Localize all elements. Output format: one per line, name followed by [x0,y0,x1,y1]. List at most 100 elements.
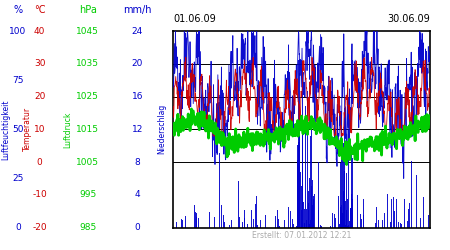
Bar [306,220,307,228]
Bar [335,218,336,228]
Bar [342,213,343,228]
Bar [203,203,204,228]
Bar [400,223,401,228]
Bar [306,192,307,228]
Bar [312,205,313,228]
Bar [340,163,341,228]
Bar [214,218,215,228]
Text: 20: 20 [131,60,143,68]
Bar [278,219,279,228]
Bar [346,220,347,228]
Text: Luftdruck: Luftdruck [63,111,72,148]
Text: 50: 50 [12,125,24,134]
Bar [354,214,355,228]
Bar [305,227,306,228]
Bar [176,222,177,228]
Bar [393,197,394,228]
Text: 16: 16 [131,92,143,101]
Bar [255,204,256,228]
Bar [293,224,294,228]
Bar [305,106,306,228]
Bar [223,214,224,228]
Bar [308,192,309,228]
Bar [296,198,297,228]
Text: 1025: 1025 [76,92,99,101]
Bar [314,194,315,228]
Text: 985: 985 [79,223,96,232]
Bar [298,142,299,228]
Bar [181,220,182,228]
Bar [352,199,353,228]
Text: °C: °C [34,5,45,15]
Bar [247,224,248,228]
Bar [348,130,349,228]
Bar [375,222,376,228]
Bar [301,197,302,228]
Bar [344,171,345,228]
Bar [312,180,313,228]
Text: 24: 24 [131,27,143,36]
Bar [320,225,321,228]
Bar [304,209,305,228]
Text: -20: -20 [32,223,47,232]
Bar [349,227,350,228]
Bar [292,219,293,228]
Bar [311,128,312,228]
Text: 1015: 1015 [76,125,99,134]
Bar [330,226,331,228]
Bar [334,214,335,228]
Bar [411,160,412,228]
Text: 995: 995 [79,190,96,199]
Bar [390,222,391,228]
Bar [342,148,343,228]
Bar [346,210,347,228]
Bar [224,222,225,228]
Bar [349,190,350,228]
Bar [260,220,261,228]
Bar [350,208,351,228]
Text: hPa: hPa [79,5,97,15]
Bar [420,218,421,228]
Bar [321,226,322,228]
Bar [244,210,245,228]
Bar [343,191,344,228]
Text: 0: 0 [135,223,140,232]
Bar [357,195,358,228]
Bar [308,203,309,228]
Text: 1005: 1005 [76,158,99,166]
Bar [231,220,232,228]
Bar [416,176,417,228]
Text: 8: 8 [135,158,140,166]
Bar [387,194,388,228]
Bar [360,215,361,228]
Text: 01.06.09: 01.06.09 [173,14,216,24]
Bar [297,160,298,228]
Bar [345,201,346,228]
Bar [208,206,209,228]
Bar [288,207,289,228]
Bar [221,205,222,228]
Bar [299,73,300,228]
Bar [290,211,291,228]
Bar [297,145,298,228]
Bar [244,218,245,228]
Bar [407,220,408,228]
Bar [298,60,299,228]
Bar [348,226,349,228]
Text: Luftfeuchtigkeit: Luftfeuchtigkeit [1,99,10,160]
Bar [194,205,195,228]
Bar [310,220,311,228]
Bar [275,216,276,228]
Bar [219,154,220,228]
Bar [238,181,239,228]
Bar [338,196,339,228]
Bar [309,224,310,228]
Bar [406,218,407,228]
Bar [311,186,312,228]
Text: 75: 75 [12,76,24,85]
Bar [384,212,385,228]
Bar [341,130,342,228]
Bar [307,91,308,228]
Text: 12: 12 [131,125,143,134]
Text: -10: -10 [32,190,47,199]
